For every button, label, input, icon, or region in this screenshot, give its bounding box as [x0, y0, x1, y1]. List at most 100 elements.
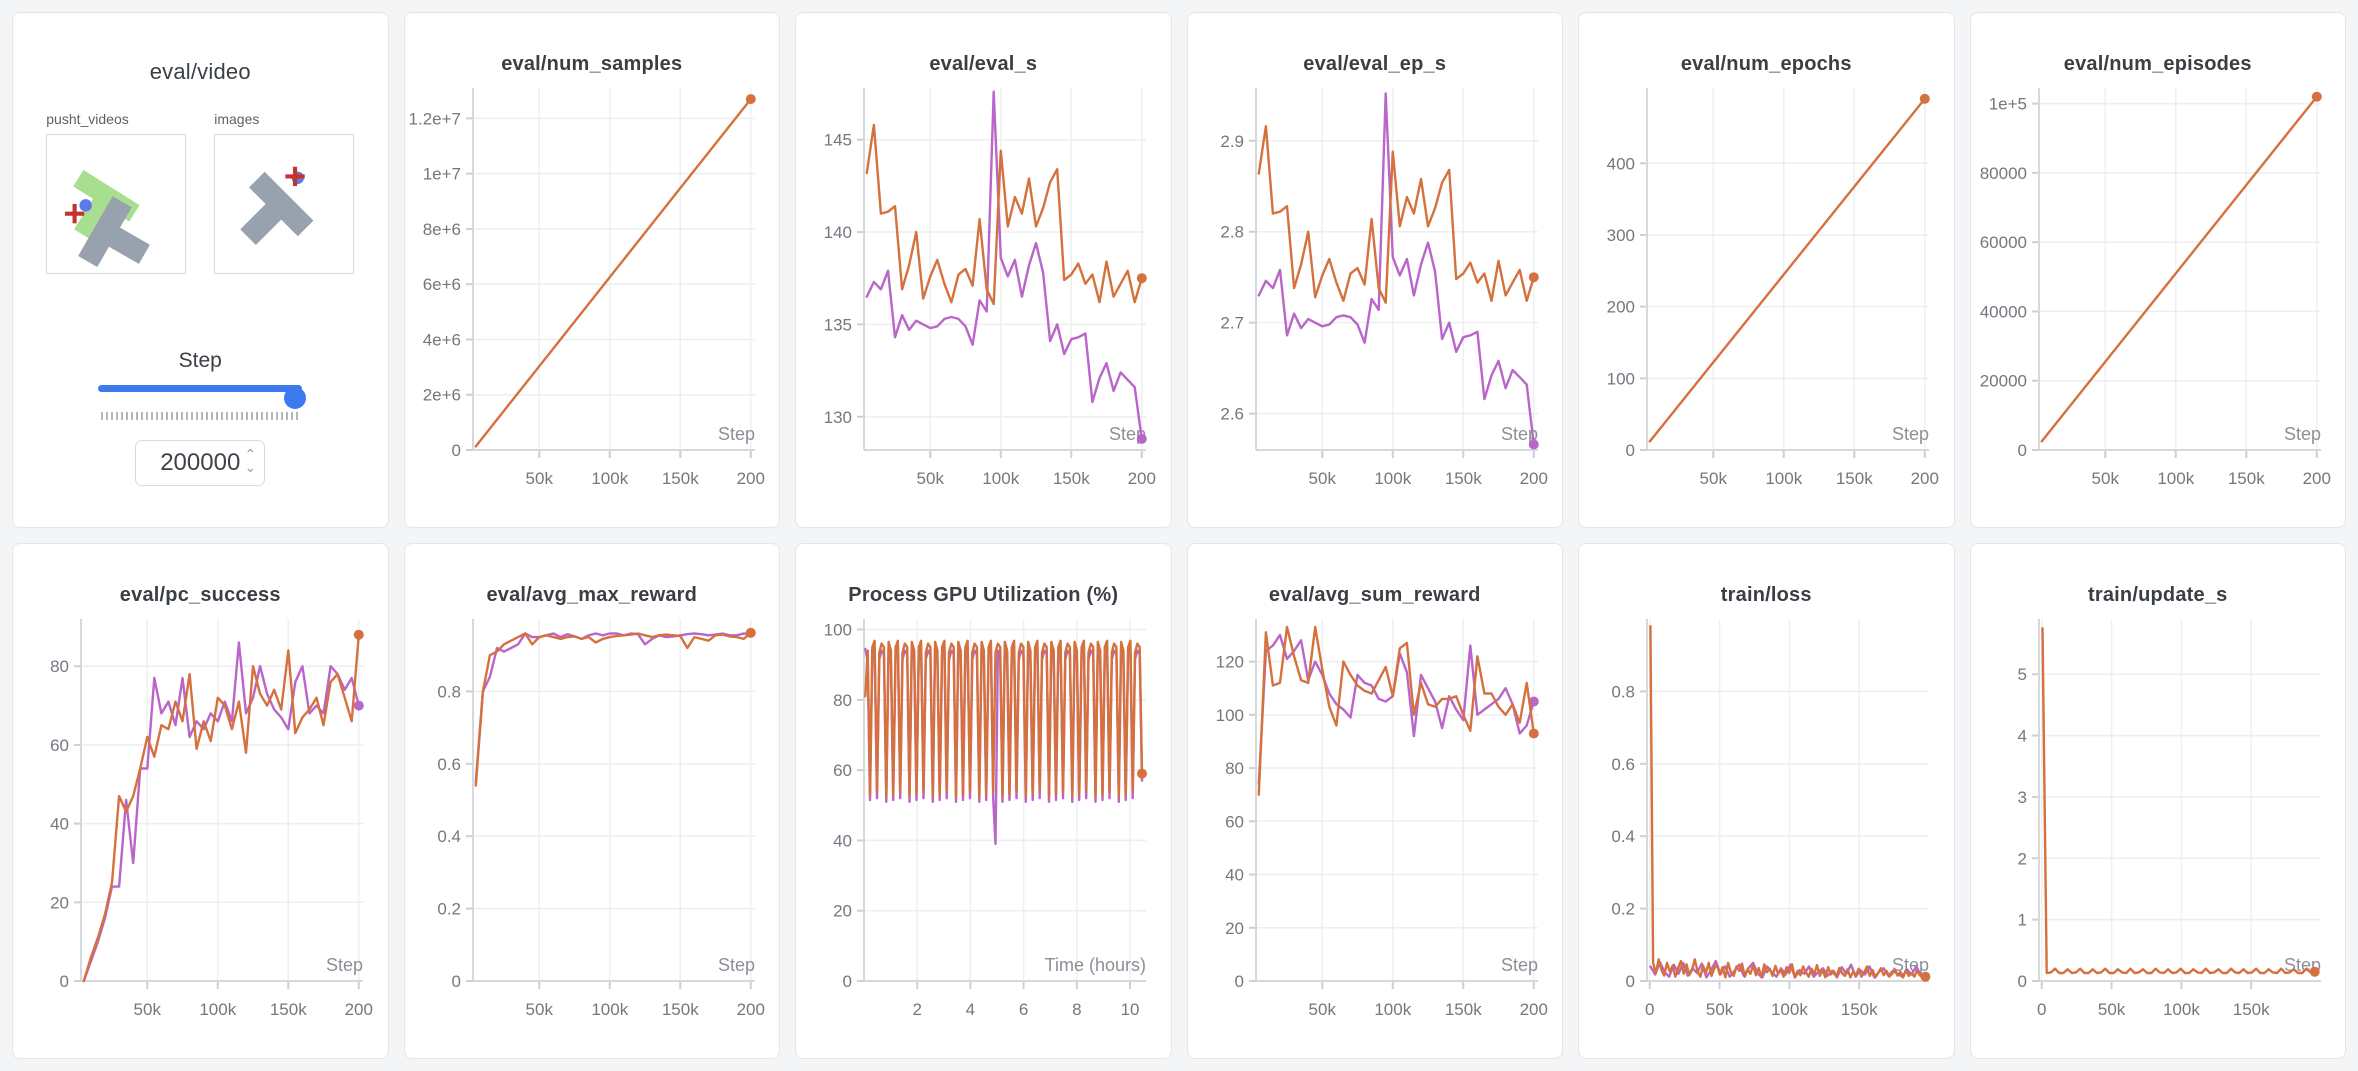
x-tick-label: 10: [1121, 1000, 1140, 1019]
y-tick-label: 0.2: [437, 900, 461, 919]
panel-eval-avg-max-reward: eval/avg_max_reward 50k 100k 150k 200 0 0.2 0.…: [403, 543, 780, 1059]
pusht-env-render: [240, 166, 314, 245]
x-tick-label: 100k: [1374, 469, 1411, 488]
x-axis-label: Step: [718, 424, 755, 444]
y-tick-label: 100: [1215, 706, 1243, 725]
goal-cross-icon: [285, 166, 305, 187]
step-slider-thumb[interactable]: [284, 387, 307, 409]
y-tick-label: 1e+7: [422, 165, 460, 184]
panel-eval-avg-sum-reward: eval/avg_sum_reward 50k 100k 150k 200 0 20 40 6…: [1186, 543, 1563, 1059]
series-line-purple-run: [474, 632, 752, 784]
y-tick-label: 0.8: [1612, 682, 1636, 701]
decrement-icon[interactable]: ⌄: [244, 459, 257, 475]
chart-canvas[interactable]: 50k 100k 150k 200 0 20 40 60 80 100 120 Step: [1200, 611, 1550, 1035]
endpoint-dot-purple-run: [354, 700, 365, 711]
panel-train-loss: train/loss 0 50k 100k 150k 0 0.2 0.4 0.6 0.8 Step: [1578, 543, 1955, 1059]
y-tick-label: 140: [824, 223, 852, 242]
x-tick-label: 0: [2037, 1000, 2046, 1019]
x-tick-label: 150k: [270, 1000, 307, 1019]
panel-title: train/update_s: [2088, 584, 2228, 606]
panel-title: Process GPU Utilization (%): [848, 584, 1119, 606]
y-tick-label: 0: [2017, 972, 2026, 991]
y-tick-label: 0.8: [437, 682, 461, 701]
x-tick-label: 50k: [1308, 469, 1336, 488]
series-line-purple-run: [82, 641, 361, 983]
y-tick-label: 80: [50, 657, 69, 676]
panel-train-update-s: train/update_s 0 50k 100k 150k 0 1 2 3 4 5 Step: [1969, 543, 2346, 1059]
chart-canvas[interactable]: 50k 100k 150k 200 130 135 140 145 Step: [808, 80, 1158, 504]
step-slider-track[interactable]: [98, 385, 303, 392]
x-tick-label: 150k: [662, 469, 699, 488]
step-steppers: ⌃ ⌄: [244, 446, 257, 475]
series-line-orange-run: [1257, 125, 1535, 304]
x-tick-label: 200: [1911, 469, 1939, 488]
y-tick-label: 200: [1607, 298, 1635, 317]
y-tick-label: 2.9: [1220, 132, 1244, 151]
media-col-pusht-videos: pusht_videos: [46, 111, 187, 274]
chart-canvas[interactable]: 50k 100k 150k 200 0 0.2 0.4 0.6 0.8 Step: [417, 611, 767, 1035]
y-tick-label: 4e+6: [422, 330, 460, 349]
x-tick-label: 50k: [525, 469, 553, 488]
chart-canvas[interactable]: 50k 100k 150k 200 0 100 200 300 400 Step: [1591, 80, 1941, 504]
endpoint-dot-orange-run: [745, 627, 756, 638]
x-axis-label: Step: [1501, 424, 1538, 444]
x-tick-label: 100k: [2157, 469, 2194, 488]
y-tick-label: 135: [824, 315, 852, 334]
y-tick-label: 0: [2017, 441, 2026, 460]
x-tick-label: 150k: [1445, 469, 1482, 488]
x-axis-label: Step: [2284, 424, 2321, 444]
x-axis-label: Step: [1109, 424, 1146, 444]
y-tick-label: 300: [1607, 226, 1635, 245]
panel-process-gpu-utilization: Process GPU Utilization (%) 2 4 6 8 10 0 20 40 6…: [795, 543, 1172, 1059]
y-tick-label: 20: [1225, 919, 1244, 938]
x-tick-label: 50k: [2091, 469, 2119, 488]
panel-eval-num-episodes: eval/num_episodes 50k 100k 150k 200 0 20000 40…: [1969, 12, 2346, 528]
panel-eval-num-epochs: eval/num_epochs 50k 100k 150k 200 0 100 200 300…: [1578, 12, 1955, 528]
pusht-env-render: [65, 169, 151, 267]
y-tick-label: 1: [2017, 911, 2026, 930]
series-line-orange-run: [1648, 97, 1927, 443]
endpoint-dot-purple-run: [1528, 439, 1539, 450]
x-tick-label: 200: [2302, 469, 2330, 488]
y-tick-label: 0: [1626, 972, 1635, 991]
y-tick-label: 130: [824, 408, 852, 427]
x-tick-label: 150k: [662, 1000, 699, 1019]
x-tick-label: 100k: [1766, 469, 1803, 488]
chart-canvas[interactable]: 50k 100k 150k 200 0 20 40 60 80 Step: [25, 611, 375, 1035]
x-tick-label: 100k: [2163, 1000, 2200, 1019]
y-tick-label: 2.7: [1220, 314, 1244, 333]
series-line-orange-run: [474, 631, 752, 787]
y-tick-label: 0.2: [1612, 900, 1636, 919]
panel-title: eval/eval_ep_s: [1303, 53, 1447, 75]
y-tick-label: 0.4: [437, 827, 461, 846]
chart-canvas[interactable]: 50k 100k 150k 200 0 20000 40000 60000 80000 1e+5 S…: [1979, 80, 2333, 504]
step-input[interactable]: 200000 ⌃ ⌄: [135, 440, 266, 486]
step-input-value: 200000: [160, 449, 241, 476]
y-tick-label: 20: [833, 902, 852, 921]
media-row: pusht_videos: [13, 111, 388, 274]
endpoint-dot-orange-run: [354, 629, 365, 640]
pusht-video-thumbnail[interactable]: [46, 134, 187, 274]
y-tick-label: 1e+5: [1988, 95, 2026, 114]
y-tick-label: 80: [1225, 759, 1244, 778]
y-tick-label: 40: [50, 815, 69, 834]
step-slider[interactable]: [98, 385, 307, 409]
y-tick-label: 2e+6: [422, 386, 460, 405]
panel-title: eval/pc_success: [119, 584, 281, 606]
panel-eval-eval-ep-s: eval/eval_ep_s 50k 100k 150k 200 2.6 2.7 2.8 2.…: [1186, 12, 1563, 528]
x-tick-label: 2: [913, 1000, 922, 1019]
y-tick-label: 20000: [1979, 372, 2026, 391]
images-thumbnail[interactable]: [214, 134, 355, 274]
y-tick-label: 5: [2017, 665, 2026, 684]
x-tick-label: 150k: [1053, 469, 1090, 488]
chart-canvas[interactable]: 0 50k 100k 150k 0 0.2 0.4 0.6 0.8 Step: [1591, 611, 1941, 1035]
chart-canvas[interactable]: 50k 100k 150k 200 2.6 2.7 2.8 2.9 Step: [1200, 80, 1550, 504]
goal-cross-icon: [65, 204, 85, 224]
chart-canvas[interactable]: 50k 100k 150k 200 0 2e+6 4e+6 6e+6 8e+6 1e+7 1.2e+…: [408, 80, 767, 504]
x-tick-label: 100k: [1771, 1000, 1808, 1019]
y-tick-label: 60: [1225, 812, 1244, 831]
y-tick-label: 0: [451, 972, 460, 991]
increment-icon[interactable]: ⌃: [244, 446, 257, 462]
